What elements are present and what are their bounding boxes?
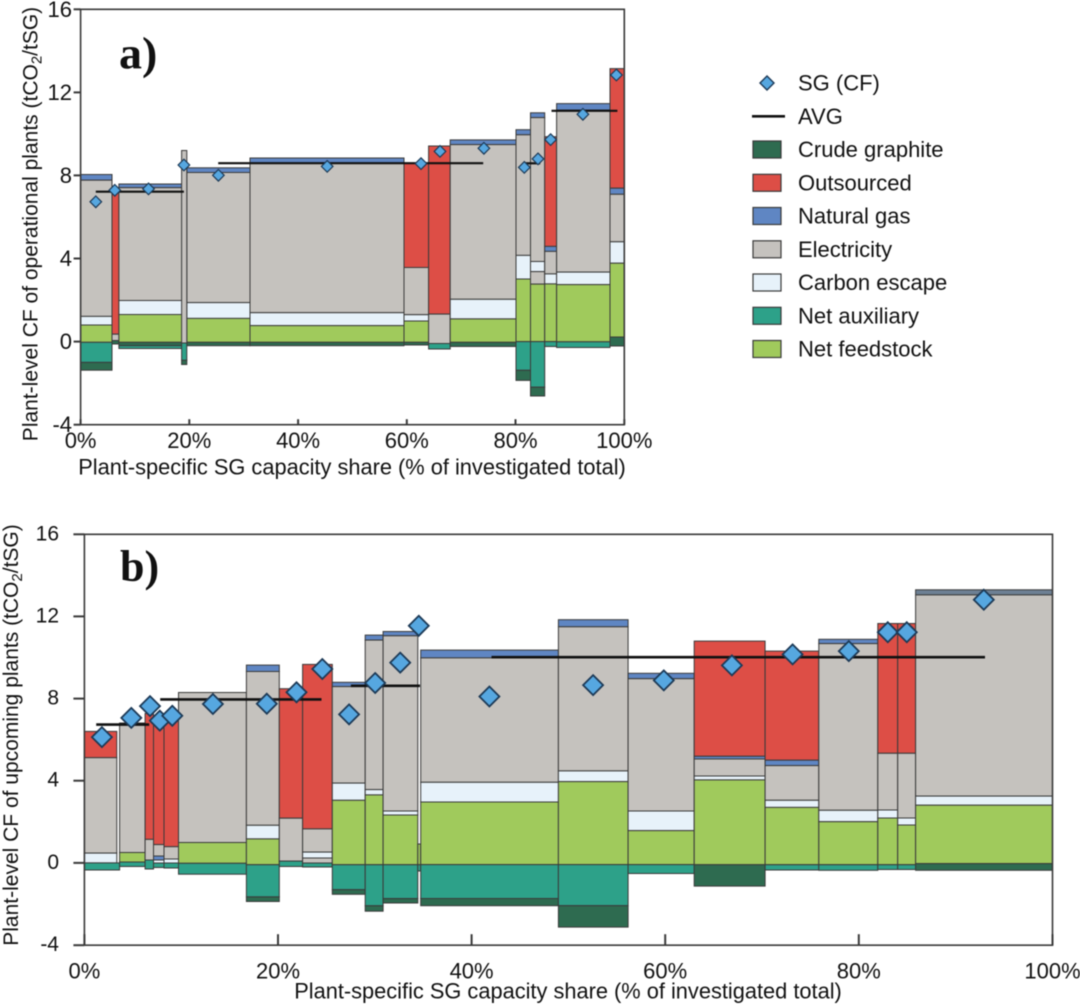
svg-text:Crude graphite: Crude graphite <box>798 137 944 162</box>
svg-text:-4: -4 <box>40 933 59 956</box>
svg-text:0: 0 <box>47 851 59 874</box>
svg-text:Plant-specific SG capacity sha: Plant-specific SG capacity share (% of i… <box>78 455 626 480</box>
svg-text:AVG: AVG <box>798 104 843 129</box>
svg-text:8: 8 <box>60 163 72 188</box>
svg-text:Net feedstock: Net feedstock <box>798 337 934 362</box>
svg-text:0%: 0% <box>65 428 97 453</box>
svg-text:20%: 20% <box>167 428 211 453</box>
svg-text:Plant-level CF of upcoming pla: Plant-level CF of upcoming plants (tCO2/… <box>0 524 26 946</box>
svg-text:80%: 80% <box>493 428 537 453</box>
svg-text:Electricity: Electricity <box>798 237 892 262</box>
svg-text:a): a) <box>119 28 157 79</box>
svg-text:60%: 60% <box>643 959 687 984</box>
svg-text:40%: 40% <box>276 428 320 453</box>
svg-text:Plant-specific SG capacity sha: Plant-specific SG capacity share (% of i… <box>294 979 842 1004</box>
svg-text:12: 12 <box>48 80 72 105</box>
svg-text:40%: 40% <box>450 959 494 984</box>
svg-text:16: 16 <box>48 0 72 22</box>
svg-text:4: 4 <box>47 769 59 792</box>
svg-text:0%: 0% <box>69 959 101 984</box>
svg-text:Carbon escape: Carbon escape <box>798 270 947 295</box>
svg-text:0: 0 <box>60 329 72 354</box>
svg-text:80%: 80% <box>837 959 881 984</box>
svg-text:12: 12 <box>36 604 59 627</box>
svg-text:20%: 20% <box>256 959 300 984</box>
svg-text:Plant-level CF of operational: Plant-level CF of operational plants (tC… <box>20 7 46 441</box>
svg-text:8: 8 <box>47 687 59 710</box>
svg-text:Outsourced: Outsourced <box>798 170 912 195</box>
svg-text:4: 4 <box>60 246 72 271</box>
svg-text:60%: 60% <box>385 428 429 453</box>
svg-text:100%: 100% <box>596 428 652 453</box>
svg-text:100%: 100% <box>1024 959 1080 984</box>
svg-text:Net auxiliary: Net auxiliary <box>798 303 919 328</box>
svg-text:b): b) <box>120 542 159 591</box>
svg-text:SG (CF): SG (CF) <box>798 71 880 96</box>
svg-text:-4: -4 <box>52 412 72 437</box>
svg-text:16: 16 <box>36 522 59 545</box>
svg-text:Natural gas: Natural gas <box>798 204 911 229</box>
